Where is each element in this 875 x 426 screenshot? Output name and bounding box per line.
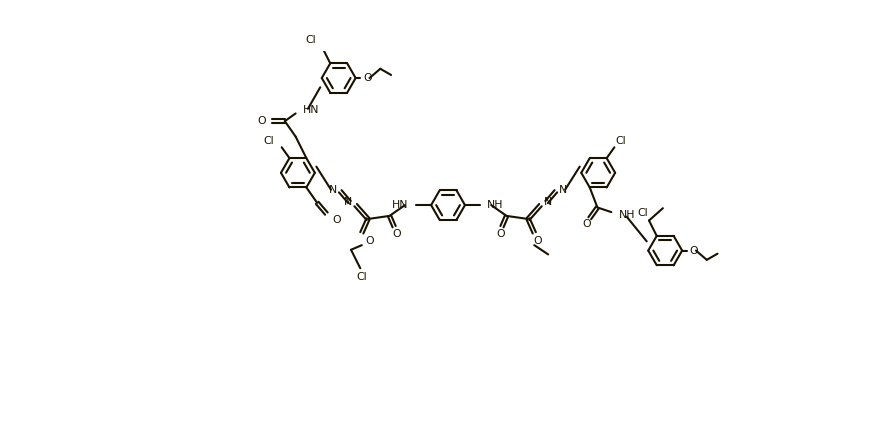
Text: N: N bbox=[544, 197, 552, 207]
Text: Cl: Cl bbox=[638, 208, 648, 218]
Text: N: N bbox=[329, 185, 337, 196]
Text: O: O bbox=[496, 229, 505, 239]
Text: HN: HN bbox=[304, 105, 319, 115]
Text: Cl: Cl bbox=[263, 136, 274, 146]
Text: NH: NH bbox=[619, 210, 635, 220]
Text: O: O bbox=[363, 73, 372, 83]
Text: O: O bbox=[332, 215, 341, 225]
Text: O: O bbox=[365, 236, 374, 245]
Text: Cl: Cl bbox=[615, 136, 626, 146]
Text: O: O bbox=[258, 116, 266, 126]
Text: Cl: Cl bbox=[305, 35, 317, 45]
Text: N: N bbox=[559, 185, 567, 196]
Text: O: O bbox=[533, 236, 542, 245]
Text: HN: HN bbox=[392, 200, 409, 210]
Text: O: O bbox=[583, 219, 591, 230]
Text: NH: NH bbox=[487, 200, 504, 210]
Text: N: N bbox=[344, 197, 352, 207]
Text: O: O bbox=[690, 246, 698, 256]
Text: Cl: Cl bbox=[356, 273, 368, 282]
Text: O: O bbox=[392, 229, 401, 239]
